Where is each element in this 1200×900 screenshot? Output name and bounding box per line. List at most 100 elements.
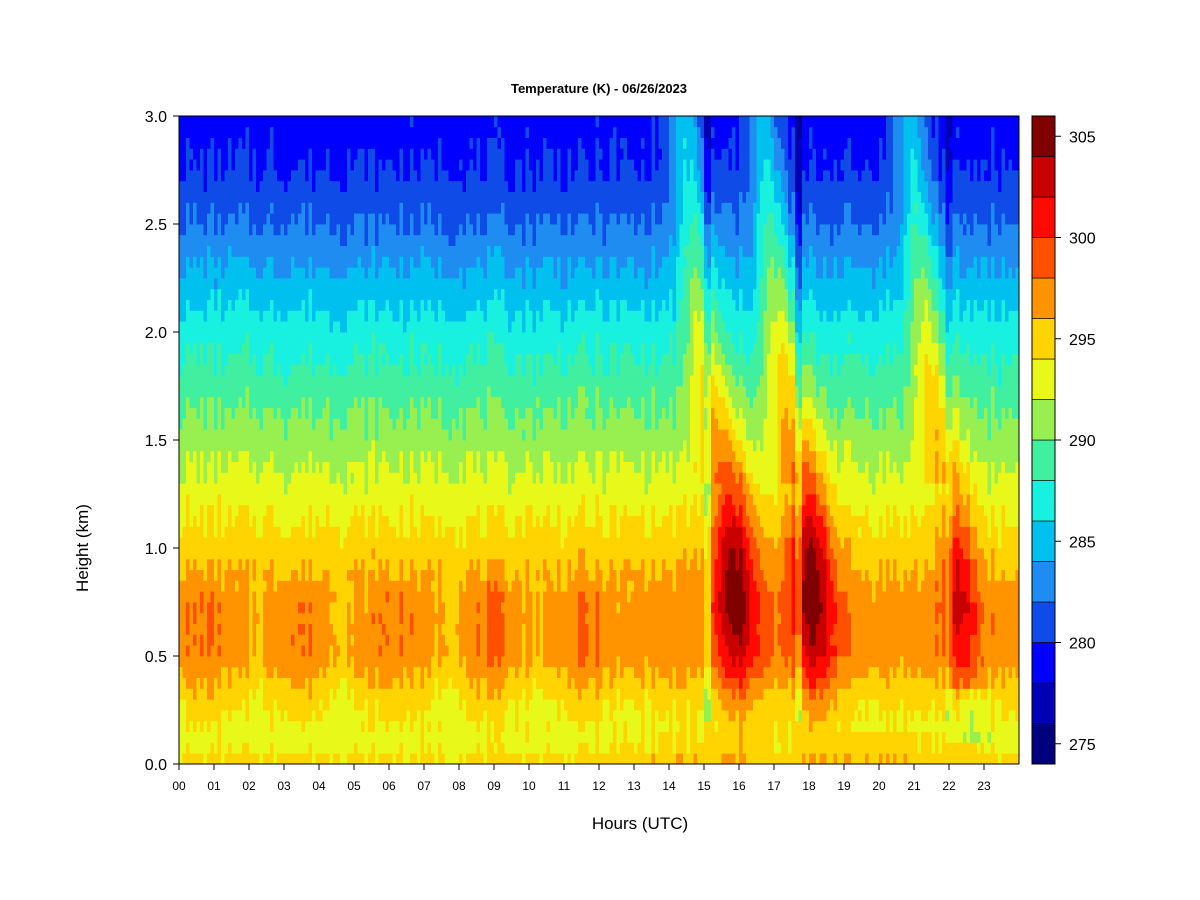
heatmap-cell (868, 558, 873, 570)
heatmap-cell (634, 634, 638, 646)
heatmap-cell (826, 558, 831, 570)
heatmap-cell (872, 731, 876, 743)
heatmap-cell (336, 580, 341, 592)
heatmap-cell (683, 623, 687, 635)
heatmap-cell (392, 548, 397, 560)
heatmap-cell (357, 688, 362, 700)
heatmap-cell (399, 731, 404, 743)
heatmap-cell (333, 699, 337, 711)
heatmap-cell (448, 699, 453, 711)
heatmap-cell (823, 742, 827, 754)
heatmap-cell (571, 591, 575, 603)
heatmap-cell (767, 677, 771, 689)
heatmap-cell (1015, 688, 1020, 700)
heatmap-cell (676, 699, 680, 711)
heatmap-cell (431, 753, 435, 765)
heatmap-cell (214, 677, 218, 689)
heatmap-cell (329, 634, 334, 646)
heatmap-cell (473, 602, 477, 614)
heatmap-cell (847, 548, 852, 560)
heatmap-cell (980, 645, 985, 657)
heatmap-cell (347, 742, 351, 754)
heatmap-cell (224, 720, 229, 732)
heatmap-cell (473, 677, 477, 689)
heatmap-cell (480, 753, 484, 765)
heatmap-cell (182, 580, 187, 592)
heatmap-cell (672, 634, 677, 646)
heatmap-cell (665, 537, 670, 549)
heatmap-cell (336, 569, 341, 581)
heatmap-cell (896, 623, 901, 635)
heatmap-cell (823, 602, 827, 614)
heatmap-cell (585, 634, 589, 646)
heatmap-cell (375, 591, 379, 603)
heatmap-cell (1015, 602, 1020, 614)
heatmap-cell (235, 537, 239, 549)
heatmap-cell (907, 731, 911, 743)
heatmap-cell (952, 710, 957, 722)
heatmap-cell (266, 677, 271, 689)
heatmap-cell (329, 710, 334, 722)
heatmap-cell (1008, 753, 1013, 765)
heatmap-cell (938, 656, 943, 668)
heatmap-cell (693, 656, 698, 668)
heatmap-cell (644, 666, 649, 678)
heatmap-cell (970, 634, 974, 646)
heatmap-cell (571, 645, 575, 657)
heatmap-cell (697, 623, 701, 635)
heatmap-cell (543, 634, 547, 646)
heatmap-cell (987, 569, 992, 581)
heatmap-cell (739, 591, 743, 603)
heatmap-cell (627, 623, 631, 635)
heatmap-cell (214, 591, 218, 603)
heatmap-cell (305, 623, 309, 635)
heatmap-cell (756, 548, 761, 560)
heatmap-cell (774, 753, 778, 765)
heatmap-cell (753, 634, 757, 646)
heatmap-cell (207, 677, 211, 689)
heatmap-cell (655, 548, 659, 560)
heatmap-cell (280, 558, 285, 570)
heatmap-cell (872, 645, 876, 657)
heatmap-cell (438, 569, 442, 581)
heatmap-cell (707, 623, 712, 635)
heatmap-cell (522, 645, 526, 657)
heatmap-cell (235, 623, 239, 635)
heatmap-cell (606, 645, 610, 657)
heatmap-cell (805, 710, 810, 722)
heatmap-cell (228, 612, 232, 624)
heatmap-cell (186, 742, 190, 754)
heatmap-cell (837, 591, 841, 603)
heatmap-cell (438, 580, 442, 592)
heatmap-cell (707, 710, 712, 722)
heatmap-cell (819, 548, 824, 560)
heatmap-cell (263, 710, 267, 722)
heatmap-cell (186, 753, 190, 765)
heatmap-cell (938, 677, 943, 689)
heatmap-cell (896, 645, 901, 657)
heatmap-cell (928, 656, 932, 668)
heatmap-cell (312, 537, 316, 549)
heatmap-cell (697, 731, 701, 743)
heatmap-cell (284, 699, 288, 711)
heatmap-cell (550, 645, 554, 657)
heatmap-cell (823, 623, 827, 635)
heatmap-cell (830, 753, 834, 765)
heatmap-cell (690, 558, 694, 570)
heatmap-cell (627, 710, 631, 722)
heatmap-cell (347, 731, 351, 743)
heatmap-cell (508, 688, 512, 700)
heatmap-cell (900, 699, 904, 711)
heatmap-cell (767, 537, 771, 549)
heatmap-cell (228, 623, 232, 635)
heatmap-cell (182, 623, 187, 635)
heatmap-cell (679, 688, 684, 700)
heatmap-cell (991, 731, 995, 743)
heatmap-cell (564, 623, 568, 635)
heatmap-cell (469, 677, 474, 689)
heatmap-cell (228, 634, 232, 646)
heatmap-cell (396, 623, 400, 635)
heatmap-cell (368, 569, 372, 581)
heatmap-cell (326, 677, 330, 689)
heatmap-cell (903, 580, 908, 592)
